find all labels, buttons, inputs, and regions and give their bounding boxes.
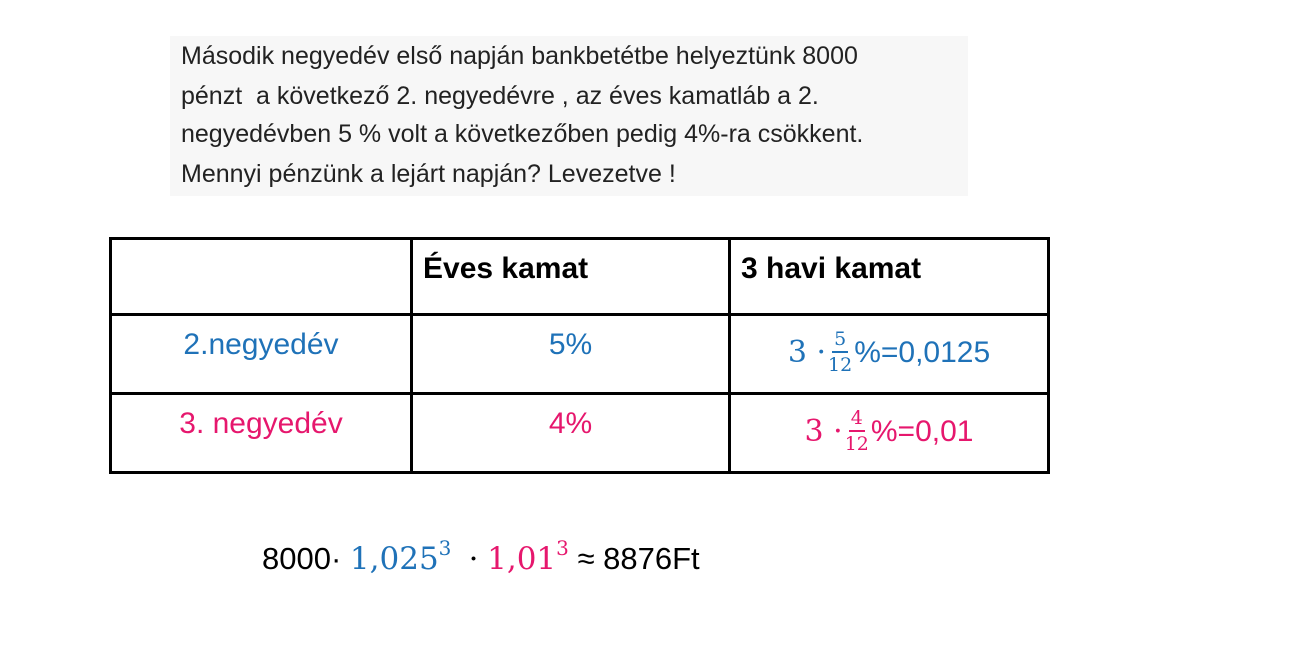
factor: 3 · (787, 335, 827, 370)
row-label: 3. negyedév (179, 407, 343, 440)
header-cell (109, 237, 413, 316)
cell: 3 · 4 12 %=0,01 (728, 392, 1050, 474)
row: 3. negyedév 4% 3 · 4 12 %=0,01 (109, 392, 1050, 474)
cell: 3 · 5 12 %=0,0125 (728, 313, 1050, 395)
quarterly-formula: 3 · 5 12 %=0,0125 (788, 316, 990, 375)
problem-line: negyedévben 5 % volt a következőben pedi… (181, 120, 864, 148)
fraction: 5 12 (828, 330, 852, 375)
base: 8000· (262, 541, 342, 576)
denominator: 12 (828, 354, 853, 376)
problem-line: Mennyi pénzünk a lejárt napján? Levezetv… (181, 160, 676, 188)
quarterly-result: %=0,0125 (854, 335, 991, 369)
factor: 1,025 (349, 541, 439, 577)
denominator: 12 (844, 433, 869, 455)
header-cell: 3 havi kamat (728, 237, 1050, 316)
header-text: 3 havi kamat (741, 252, 922, 285)
rate-table: Éves kamat 3 havi kamat 2.negyedév 5% 3 … (109, 237, 1050, 474)
result-formula: 8000· 1,0253 · 1,013 ≈ 8876Ft (262, 536, 700, 577)
header-row: Éves kamat 3 havi kamat (109, 237, 1050, 316)
header-cell: Éves kamat (410, 237, 731, 316)
cell: 2.negyedév (109, 313, 413, 395)
cell: 3. negyedév (109, 392, 413, 474)
cell: 5% (410, 313, 731, 395)
quarterly-result: %=0,01 (870, 414, 974, 448)
numerator: 4 (848, 409, 865, 432)
row: 2.negyedév 5% 3 · 5 12 %=0,0125 (109, 313, 1050, 395)
row-label: 2.negyedév (183, 328, 339, 361)
fraction: 4 12 (845, 409, 869, 454)
quarterly-formula: 3 · 4 12 %=0,01 (805, 395, 974, 454)
operator: · (468, 541, 479, 577)
exponent: 3 (556, 536, 569, 560)
numerator: 5 (832, 330, 849, 353)
annual-rate: 4% (548, 407, 593, 440)
problem-box: Második negyedév első napján bankbetétbe… (170, 36, 968, 196)
problem-line: Második negyedév első napján bankbetétbe… (181, 42, 858, 70)
factor: 1,01 (487, 541, 557, 577)
factor: 3 · (804, 414, 843, 449)
cell: 4% (410, 392, 731, 474)
exponent: 3 (438, 536, 452, 560)
header-text: Éves kamat (423, 252, 589, 285)
annual-rate: 5% (548, 328, 593, 361)
approximation: ≈ 8876Ft (577, 541, 700, 576)
problem-line: pénzt a következő 2. negyedévre , az éve… (181, 82, 819, 110)
